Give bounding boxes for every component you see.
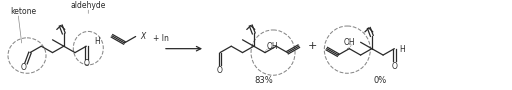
Text: O: O <box>83 59 89 68</box>
Text: 0%: 0% <box>373 76 387 85</box>
Text: O: O <box>21 63 27 72</box>
Text: X: X <box>141 32 146 41</box>
Text: H: H <box>399 45 405 54</box>
Text: O: O <box>391 62 397 71</box>
Text: OH: OH <box>344 38 355 47</box>
Text: + In: + In <box>153 34 168 43</box>
Text: ketone: ketone <box>10 7 36 16</box>
Text: 83%: 83% <box>254 76 273 85</box>
Text: H: H <box>94 37 100 46</box>
Text: aldehyde: aldehyde <box>71 1 106 10</box>
Text: O: O <box>217 66 223 75</box>
Text: +: + <box>308 41 317 51</box>
Text: OH: OH <box>267 42 279 51</box>
